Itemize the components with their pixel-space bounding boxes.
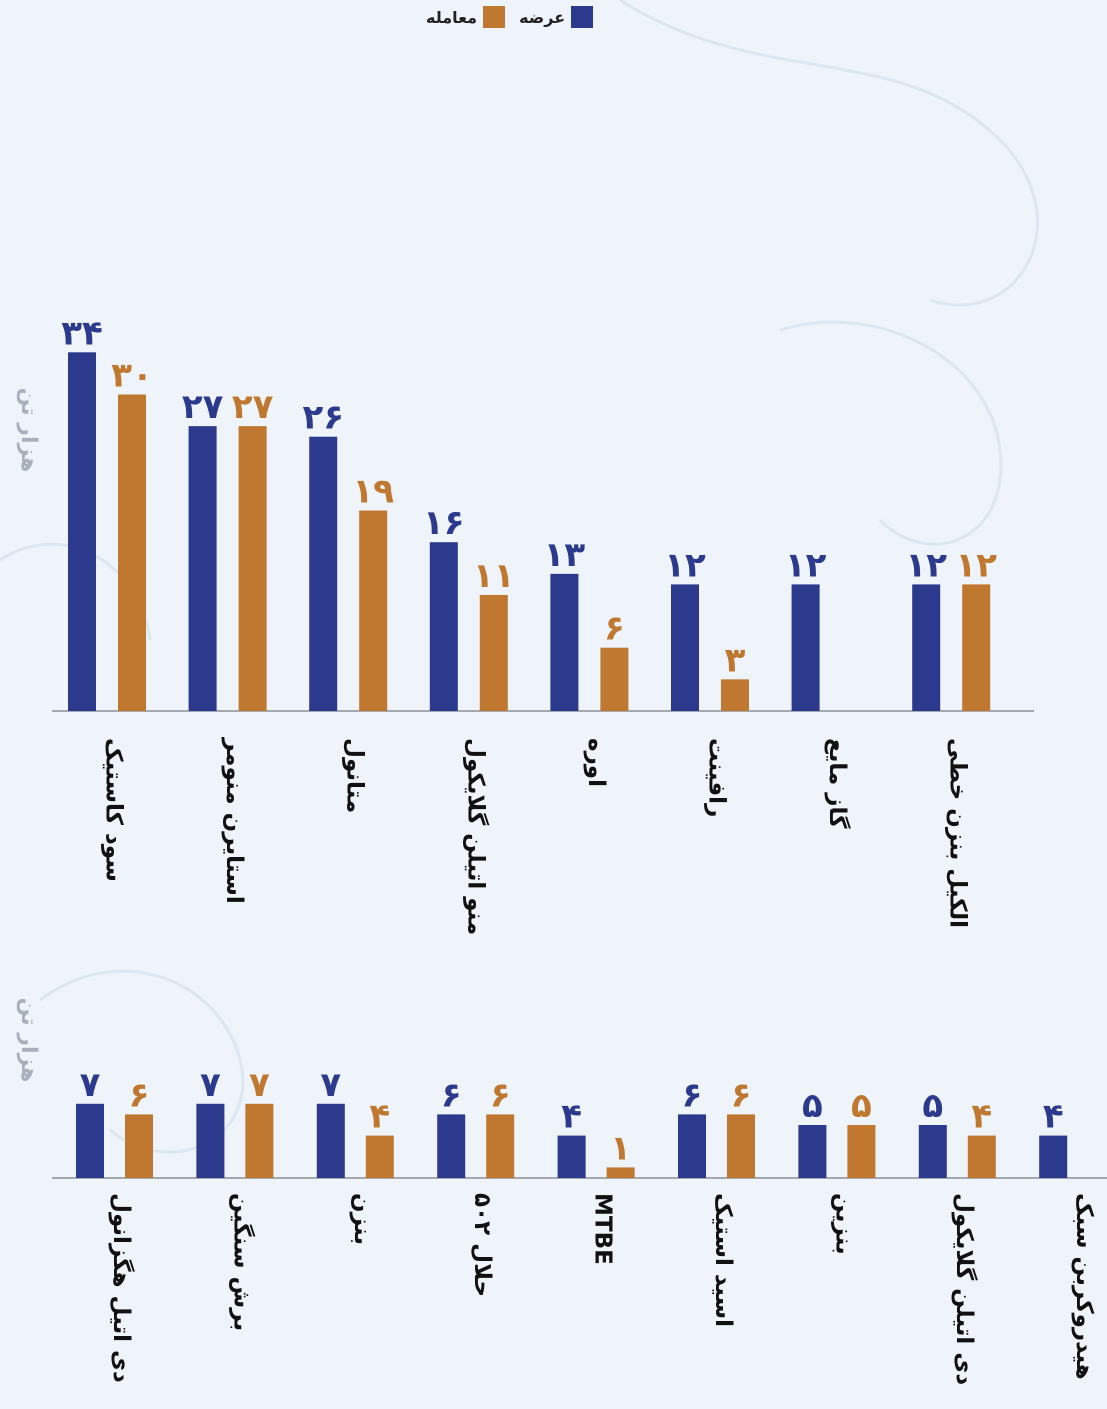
bar-supply (188, 426, 217, 711)
data-label-supply: ۴ (561, 1097, 582, 1137)
bar-supply (791, 584, 820, 711)
data-label-trade: ۱۹ (352, 472, 394, 512)
bar-supply (196, 1103, 225, 1178)
legend-item-trade: معامله (426, 6, 506, 28)
bar-trade (600, 647, 629, 711)
bar-supply (671, 584, 699, 711)
bar-supply (550, 573, 579, 711)
data-label-trade: ۶ (731, 1075, 752, 1115)
data-label-supply: ۶ (441, 1075, 462, 1115)
legend-item-supply: عرضه (519, 6, 594, 28)
data-label-trade: ۵ (851, 1086, 872, 1126)
data-label-supply: ۱۶ (423, 503, 465, 543)
data-label-supply: ۵ (802, 1086, 823, 1126)
category-label: اوره (583, 738, 609, 787)
data-label-supply: ۴ (1043, 1097, 1064, 1137)
data-label-supply: ۷ (80, 1065, 101, 1105)
bar-supply (798, 1125, 827, 1178)
category-label: هیدروکربن سبک (1071, 1193, 1097, 1380)
data-label-trade: ۳ (725, 640, 746, 680)
data-label-trade: ۳۰ (111, 356, 153, 396)
data-label-trade: ۴ (369, 1097, 390, 1137)
data-label-supply: ۳۴ (61, 313, 103, 353)
category-label: MTBE (590, 1193, 616, 1265)
bar-supply (68, 352, 96, 711)
category-label: اسید استیک (710, 1193, 736, 1327)
y-axis-label: هزار تن (16, 998, 41, 1083)
bar-trade (365, 1135, 394, 1178)
data-label-trade: ۶ (490, 1075, 511, 1115)
bar-trade (847, 1125, 876, 1178)
bar-trade (245, 1103, 274, 1178)
legend-label-trade: معامله (426, 7, 478, 27)
bar-trade (125, 1114, 153, 1178)
legend-label-supply: عرضه (519, 7, 566, 27)
bar-supply (429, 542, 458, 711)
data-label-trade: ۷ (249, 1065, 270, 1105)
bar-supply (678, 1114, 706, 1178)
category-label: متانول (342, 738, 368, 813)
bar-supply (557, 1135, 586, 1178)
background-decoration (619, 0, 1039, 307)
data-label-trade: ۶ (604, 609, 625, 649)
data-label-supply: ۷ (200, 1065, 221, 1105)
data-label-supply: ۱۲ (785, 545, 827, 585)
bar-trade (606, 1167, 635, 1178)
data-label-supply: ۱۳ (544, 535, 586, 575)
data-label-trade: ۱۱ (473, 556, 515, 596)
category-label: بنزین (830, 1193, 856, 1255)
bar-supply (1039, 1135, 1068, 1178)
bar-supply (76, 1103, 104, 1178)
bar-supply (316, 1103, 345, 1178)
bar-trade (118, 394, 146, 711)
category-label: سود کاستیک (101, 738, 127, 882)
legend-swatch-supply (571, 6, 594, 28)
legend-swatch-trade (483, 6, 506, 28)
bar-trade (967, 1135, 996, 1178)
category-label: استایرن منومر (221, 737, 247, 904)
data-label-supply: ۲۷ (182, 387, 224, 427)
bar-trade (359, 510, 388, 711)
background-decoration (39, 969, 245, 1154)
bar-supply (912, 584, 941, 711)
data-label-trade: ۶ (129, 1075, 150, 1115)
category-label: بنزن (349, 1193, 375, 1245)
data-label-trade: ۴ (971, 1097, 992, 1137)
y-axis-label: هزار تن (16, 388, 41, 473)
category-label: دی اتیل هگزانول (108, 1193, 135, 1383)
bar-trade (727, 1114, 755, 1178)
data-label-supply: ۶ (682, 1075, 703, 1115)
data-label-trade: ۱۲ (955, 545, 997, 585)
data-label-trade: ۲۷ (232, 387, 274, 427)
bar-supply (437, 1114, 466, 1178)
category-label: الکیل بنزن خطی (945, 738, 971, 928)
category-label: حلال ۵۰۲ (469, 1193, 495, 1297)
data-label-supply: ۷ (320, 1065, 341, 1105)
data-label-supply: ۵ (922, 1086, 943, 1126)
bar-trade (486, 1114, 515, 1178)
bar-trade (479, 594, 508, 711)
bar-trade (238, 426, 267, 711)
bar-supply (918, 1125, 947, 1178)
category-label: منو اتیلن گلایکول (462, 738, 489, 935)
data-label-supply: ۲۶ (302, 398, 344, 438)
category-label: برش سنگین (228, 1193, 255, 1331)
background-decoration (779, 320, 1003, 546)
data-label-supply: ۱۲ (664, 545, 706, 585)
bar-trade (962, 584, 991, 711)
data-label-supply: ۱۲ (905, 545, 947, 585)
bar-supply (309, 436, 338, 711)
category-label: گاز مایع (824, 738, 851, 829)
bar-trade (721, 679, 749, 711)
category-label: دی اتیلن گلایکول (951, 1193, 978, 1385)
category-label: رافینت (704, 738, 730, 817)
chart-legend: عرضه معامله (412, 6, 594, 28)
data-label-trade: ۱ (610, 1128, 631, 1168)
